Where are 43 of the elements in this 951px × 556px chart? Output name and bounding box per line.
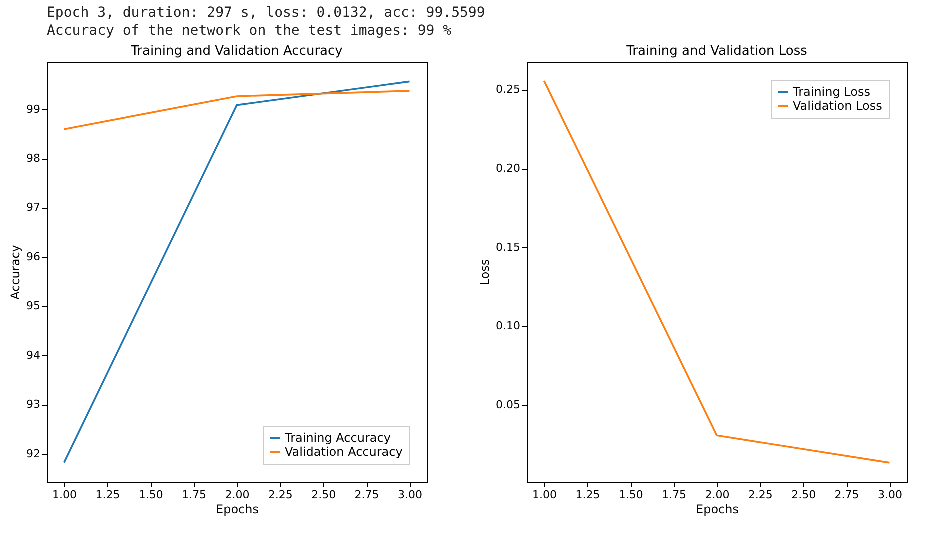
y-axis-title: Loss [478, 259, 492, 286]
x-tick-label: 1.00 [532, 488, 558, 502]
chart-title: Training and Validation Loss [626, 44, 808, 59]
x-tick-label: 2.00 [705, 488, 730, 502]
y-tick-label: 94 [26, 348, 40, 362]
y-tick-label: 97 [26, 201, 40, 214]
y-tick-label: 92 [26, 447, 40, 460]
y-tick-label: 98 [26, 152, 40, 166]
x-tick-label: 2.50 [312, 488, 336, 502]
legend-label: Training Accuracy [284, 431, 391, 445]
x-tick-label: 3.00 [878, 488, 902, 502]
x-tick-label: 1.50 [138, 488, 164, 502]
x-axis-title: Epochs [696, 502, 739, 516]
x-tick-label: 2.75 [354, 488, 380, 502]
legend-label: Validation Accuracy [285, 445, 403, 459]
x-tick-label: 1.75 [662, 488, 687, 502]
y-tick-label: 93 [26, 398, 40, 412]
y-tick-label: 0.25 [496, 83, 520, 96]
chart-title: Training and Validation Accuracy [130, 44, 344, 59]
x-tick-label: 2.50 [792, 488, 816, 502]
y-tick-label: 0.15 [496, 240, 520, 254]
y-tick-label: 96 [26, 250, 40, 264]
x-tick-label: 1.50 [618, 488, 644, 502]
x-tick-label: 1.75 [182, 488, 207, 502]
x-tick-label: 2.75 [834, 488, 860, 502]
x-tick-label: 2.00 [225, 488, 250, 502]
y-tick-label: 95 [26, 300, 40, 313]
x-tick-label: 2.25 [268, 488, 293, 502]
y-tick-label: 0.20 [496, 162, 520, 176]
y-tick-label: 99 [26, 102, 40, 116]
y-tick-label: 0.05 [496, 398, 520, 412]
legend-label: Training Loss [792, 85, 870, 99]
x-tick-label: 1.25 [96, 488, 120, 502]
x-tick-label: 2.25 [748, 488, 773, 502]
text: Epoch 3, duration: 297 s, loss: 0.0132, acc: 99.5599 [47, 5, 486, 21]
y-tick-label: 0.10 [496, 320, 520, 333]
x-tick-label: 1.00 [52, 488, 78, 502]
x-axis-title: Epochs [216, 502, 259, 516]
text: Accuracy of the network on the test images: 99 % [47, 23, 452, 39]
y-axis-title: Accuracy [8, 245, 23, 300]
legend-label: Validation Loss [793, 99, 882, 113]
x-tick-label: 3.00 [398, 488, 422, 502]
x-tick-label: 1.25 [576, 488, 600, 502]
